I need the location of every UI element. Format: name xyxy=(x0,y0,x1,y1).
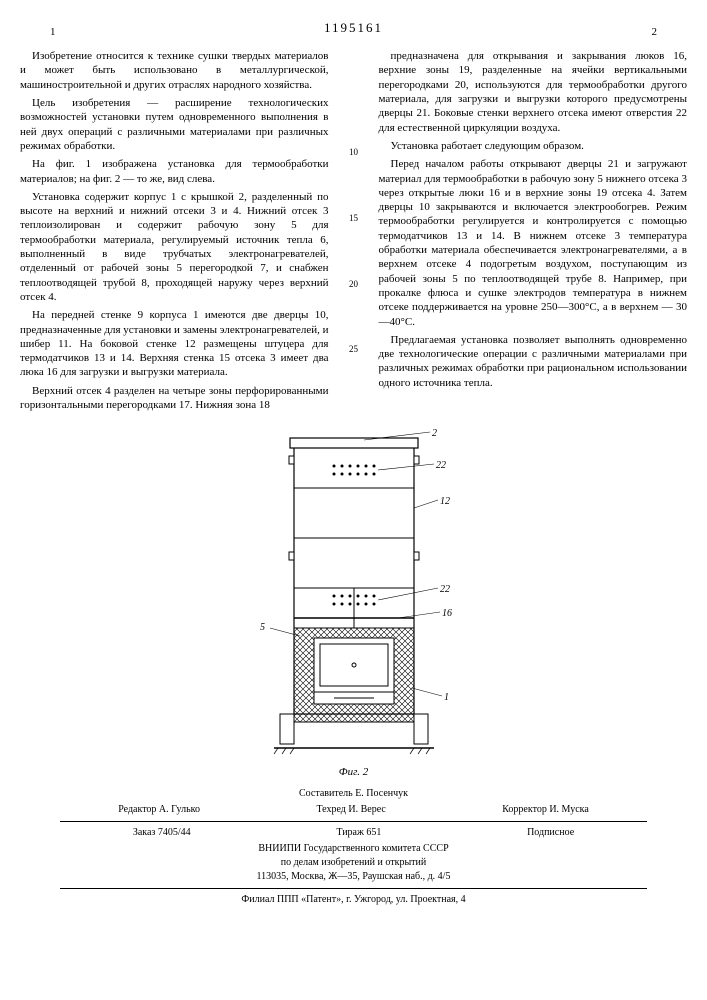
page-num-right: 2 xyxy=(652,25,658,39)
c1-p3: На фиг. 1 изображена установка для термо… xyxy=(20,157,329,186)
footer-tirazh: Тираж 651 xyxy=(336,826,381,840)
c2-p4: Предлагаемая установка позволяет выполня… xyxy=(379,333,688,390)
column-1: Изобретение относится к технике сушки тв… xyxy=(20,49,329,416)
column-2: предназначена для открывания и закрывани… xyxy=(379,49,688,416)
line-10: 10 xyxy=(347,147,361,159)
ref-2: 2 xyxy=(432,428,437,439)
footer-order: Заказ 7405/44 xyxy=(133,826,191,840)
c1-p6: Верхний отсек 4 разделен на четыре зоны … xyxy=(20,384,329,413)
footer-org1: ВНИИПИ Государственного комитета СССР xyxy=(20,842,687,856)
line-25: 25 xyxy=(347,344,361,356)
c2-p1: предназначена для открывания и закрывани… xyxy=(379,49,688,135)
footer-addr2: Филиал ППП «Патент», г. Ужгород, ул. Про… xyxy=(20,893,687,907)
ref-5: 5 xyxy=(260,622,265,633)
ref-22b: 22 xyxy=(440,584,450,595)
line-15: 15 xyxy=(347,213,361,225)
footer-compiler: Составитель Е. Посенчук xyxy=(20,787,687,801)
footer-sign: Подписное xyxy=(527,826,574,840)
c1-p1: Изобретение относится к технике сушки тв… xyxy=(20,49,329,92)
footer-tech: Техред И. Верес xyxy=(316,803,385,817)
c1-p2: Цель изобретения — расширение технологич… xyxy=(20,96,329,153)
c2-p2: Установка работает следующим образом. xyxy=(379,139,688,153)
footer-org2: по делам изобретений и открытий xyxy=(20,856,687,870)
footer-editor: Редактор А. Гулько xyxy=(118,803,200,817)
c2-p3: Перед началом работы открывают дверцы 21… xyxy=(379,157,688,329)
c1-p5: На передней стенке 9 корпуса 1 имеются д… xyxy=(20,308,329,379)
line-number-gutter: 10 15 20 25 xyxy=(347,49,361,416)
footer-corrector: Корректор И. Муска xyxy=(502,803,589,817)
footer: Составитель Е. Посенчук Редактор А. Гуль… xyxy=(20,787,687,907)
figure-svg: 2 22 12 22 16 5 1 xyxy=(234,428,474,758)
text-columns: Изобретение относится к технике сушки тв… xyxy=(20,49,687,416)
footer-addr1: 113035, Москва, Ж—35, Раушская наб., д. … xyxy=(20,870,687,884)
ref-1: 1 xyxy=(444,692,449,703)
line-20: 20 xyxy=(347,279,361,291)
c1-p4: Установка содержит корпус 1 с крышкой 2,… xyxy=(20,190,329,304)
ref-22a: 22 xyxy=(436,460,446,471)
ref-12: 12 xyxy=(440,496,450,507)
page-num-left: 1 xyxy=(50,25,56,39)
ref-16: 16 xyxy=(442,608,452,619)
figure-label: Фиг. 2 xyxy=(20,765,687,779)
figure-2: 2 22 12 22 16 5 1 Фиг. 2 xyxy=(20,428,687,779)
